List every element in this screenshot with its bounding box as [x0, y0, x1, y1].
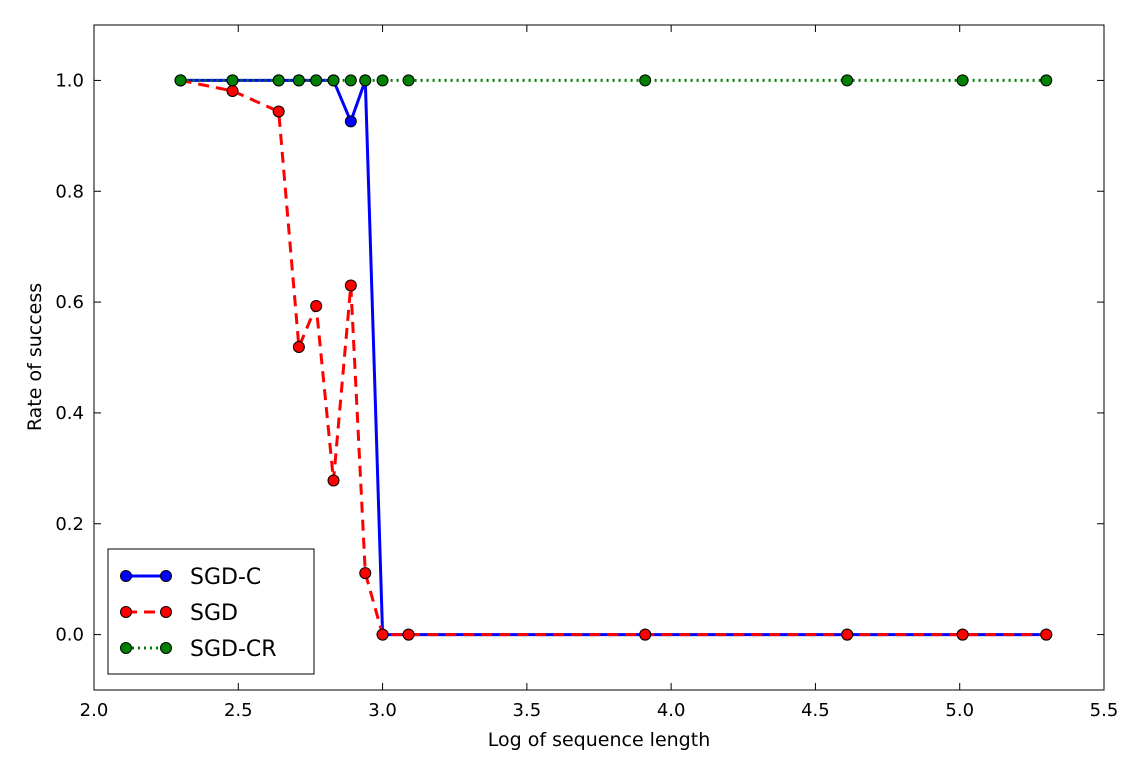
y-tick-label: 1.0 — [55, 70, 84, 91]
data-point-sgd — [272, 105, 285, 118]
data-point-sgd — [639, 628, 652, 641]
y-tick-label: 0.8 — [55, 181, 84, 202]
data-point-sgd-cr — [174, 74, 187, 87]
y-tick-label: 0.6 — [55, 292, 84, 313]
series-layer — [174, 74, 1053, 641]
data-point-sgd — [376, 628, 389, 641]
plot-frame — [93, 24, 1105, 691]
data-point-sgd — [344, 279, 357, 292]
data-point-sgd-cr — [272, 74, 285, 87]
x-tick-label: 5.5 — [1090, 700, 1119, 721]
data-point-sgd-cr — [292, 74, 305, 87]
data-point-sgd — [359, 567, 372, 580]
data-point-sgd — [402, 628, 415, 641]
data-point-sgd-cr — [310, 74, 323, 87]
x-tick-label: 5.0 — [945, 700, 974, 721]
y-tick-label: 0.2 — [55, 514, 84, 535]
data-point-sgd — [292, 340, 305, 353]
data-point-sgd — [841, 628, 854, 641]
data-point-sgd-cr — [344, 74, 357, 87]
data-point-sgd — [327, 474, 340, 487]
y-tick-label: 0.4 — [55, 403, 84, 424]
y-axis-label: Rate of success — [24, 283, 46, 431]
data-point-sgd-cr — [327, 74, 340, 87]
x-tick-label: 3.0 — [368, 700, 397, 721]
data-point-sgd-cr — [359, 74, 372, 87]
y-tick-label: 0.0 — [55, 625, 84, 646]
legend-box — [107, 548, 315, 675]
data-point-sgd-cr — [1040, 74, 1053, 87]
x-tick-label: 2.0 — [80, 700, 109, 721]
axis-ticks: 2.0 2.5 3.0 3.5 4.0 4.5 5.0 5.5 0.0 0.2 0.4 0.6 0.8 1… — [55, 25, 1118, 721]
series-sgd-cr — [174, 74, 1053, 87]
data-point-sgd-c — [344, 115, 357, 128]
x-tick-label: 3.5 — [513, 700, 542, 721]
data-point-sgd — [1040, 628, 1053, 641]
data-point-sgd-cr — [376, 74, 389, 87]
data-point-sgd-cr — [639, 74, 652, 87]
data-point-sgd — [310, 299, 323, 312]
data-point-sgd — [956, 628, 969, 641]
legend-label-sgd-c: SGD-C — [190, 565, 261, 590]
x-tick-label: 4.0 — [657, 700, 686, 721]
legend-marker-sgd-cr — [120, 642, 132, 654]
data-point-sgd — [226, 84, 239, 97]
x-axis-label: Log of sequence length — [488, 729, 711, 751]
legend-marker-sgd — [160, 606, 172, 618]
legend-marker-sgd-c — [120, 570, 132, 582]
legend-marker-sgd-cr — [160, 642, 172, 654]
legend-label-sgd-cr: SGD-CR — [190, 637, 277, 662]
data-point-sgd-cr — [841, 74, 854, 87]
legend-marker-sgd — [120, 606, 132, 618]
data-point-sgd-cr — [402, 74, 415, 87]
x-tick-label: 4.5 — [801, 700, 830, 721]
data-point-sgd-cr — [226, 74, 239, 87]
legend: SGD-C SGD SGD-CR — [107, 548, 315, 675]
legend-marker-sgd-c — [160, 570, 172, 582]
x-tick-label: 2.5 — [224, 700, 253, 721]
data-point-sgd-cr — [956, 74, 969, 87]
series-line-sgd — [180, 78, 1047, 637]
legend-label-sgd: SGD — [190, 601, 238, 626]
